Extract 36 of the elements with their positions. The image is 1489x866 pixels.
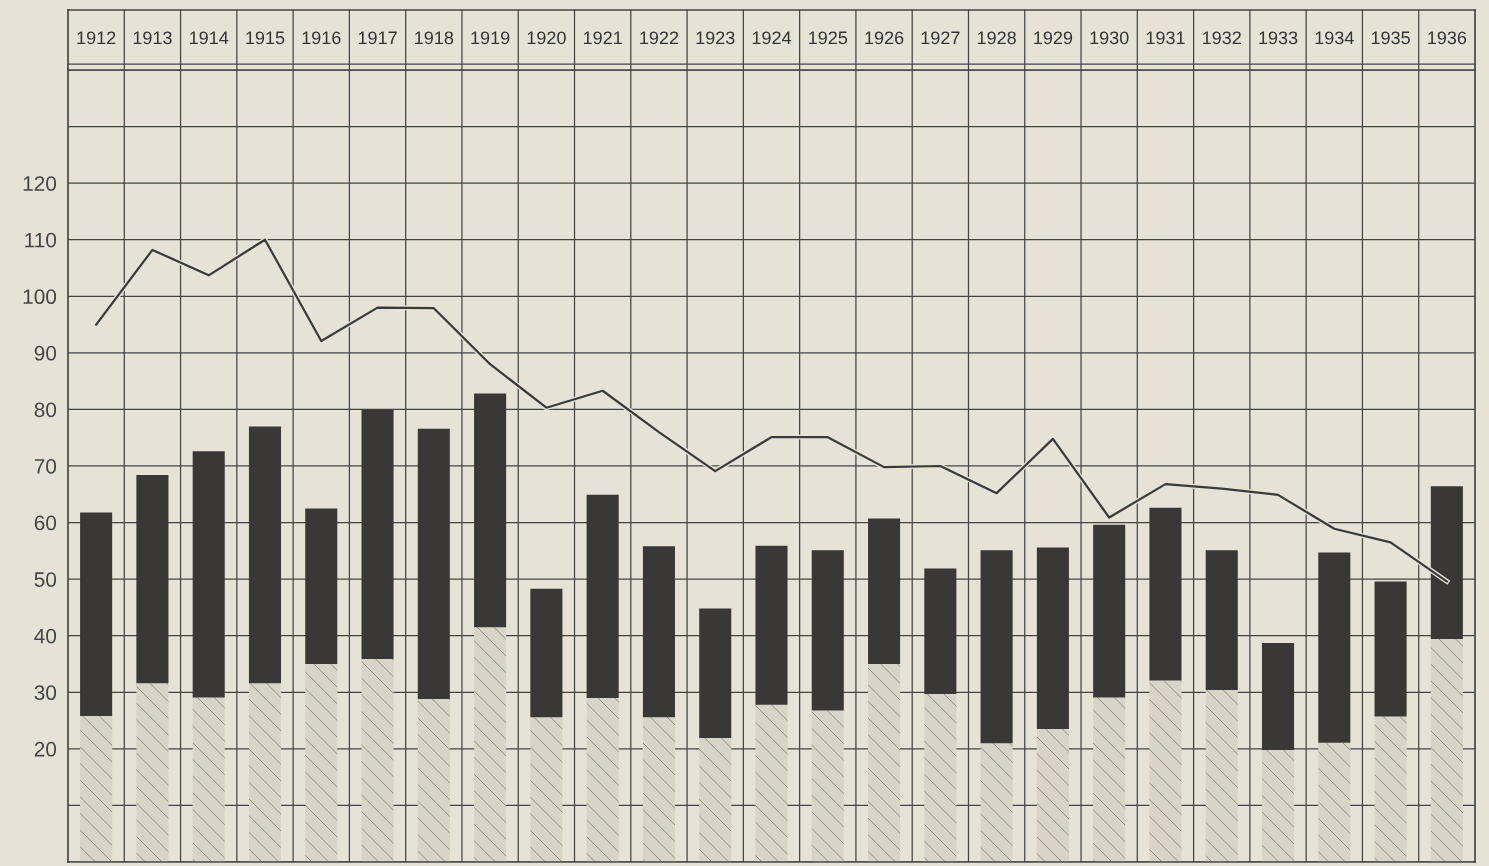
x-tick-label: 1916	[302, 31, 341, 45]
x-tick-label: 1920	[527, 31, 566, 45]
y-tick-label: 60	[34, 515, 57, 531]
x-tick-label: 1934	[1315, 31, 1354, 45]
y-tick-label: 110	[25, 232, 57, 248]
x-tick-label: 1913	[133, 31, 172, 45]
y-tick-label: 80	[34, 402, 57, 418]
x-tick-label: 1932	[1203, 31, 1241, 45]
x-tick-label: 1933	[1259, 31, 1298, 45]
x-tick-label: 1919	[471, 31, 510, 45]
x-tick-label: 1923	[696, 31, 735, 45]
x-tick-label: 1914	[190, 31, 229, 45]
x-tick-label: 1925	[809, 31, 848, 45]
x-tick-label: 1931	[1146, 31, 1185, 45]
x-tick-label: 1929	[1034, 31, 1073, 45]
x-tick-label: 1936	[1428, 31, 1467, 45]
y-tick-label: 120	[23, 176, 57, 191]
x-tick-label: 1926	[865, 31, 904, 45]
y-tick-label: 20	[34, 741, 57, 757]
x-tick-label: 1912	[77, 31, 116, 45]
x-tick-label: 1921	[583, 31, 622, 45]
x-tick-label: 1930	[1090, 31, 1129, 45]
y-tick-label: 40	[34, 628, 57, 644]
x-tick-label: 1915	[246, 31, 285, 45]
y-tick-label: 90	[34, 345, 57, 361]
y-tick-label: 50	[34, 572, 57, 587]
y-tick-label: 70	[34, 459, 57, 474]
x-tick-label: 1935	[1371, 31, 1410, 45]
x-tick-label: 1928	[977, 31, 1016, 45]
x-tick-label: 1927	[921, 31, 960, 45]
x-tick-label: 1917	[358, 31, 397, 45]
x-tick-label: 1924	[752, 31, 792, 45]
x-tick-label: 1922	[640, 31, 679, 45]
x-tick-label: 1918	[415, 31, 454, 45]
y-tick-label: 100	[23, 289, 57, 305]
y-tick-label: 30	[34, 685, 57, 701]
